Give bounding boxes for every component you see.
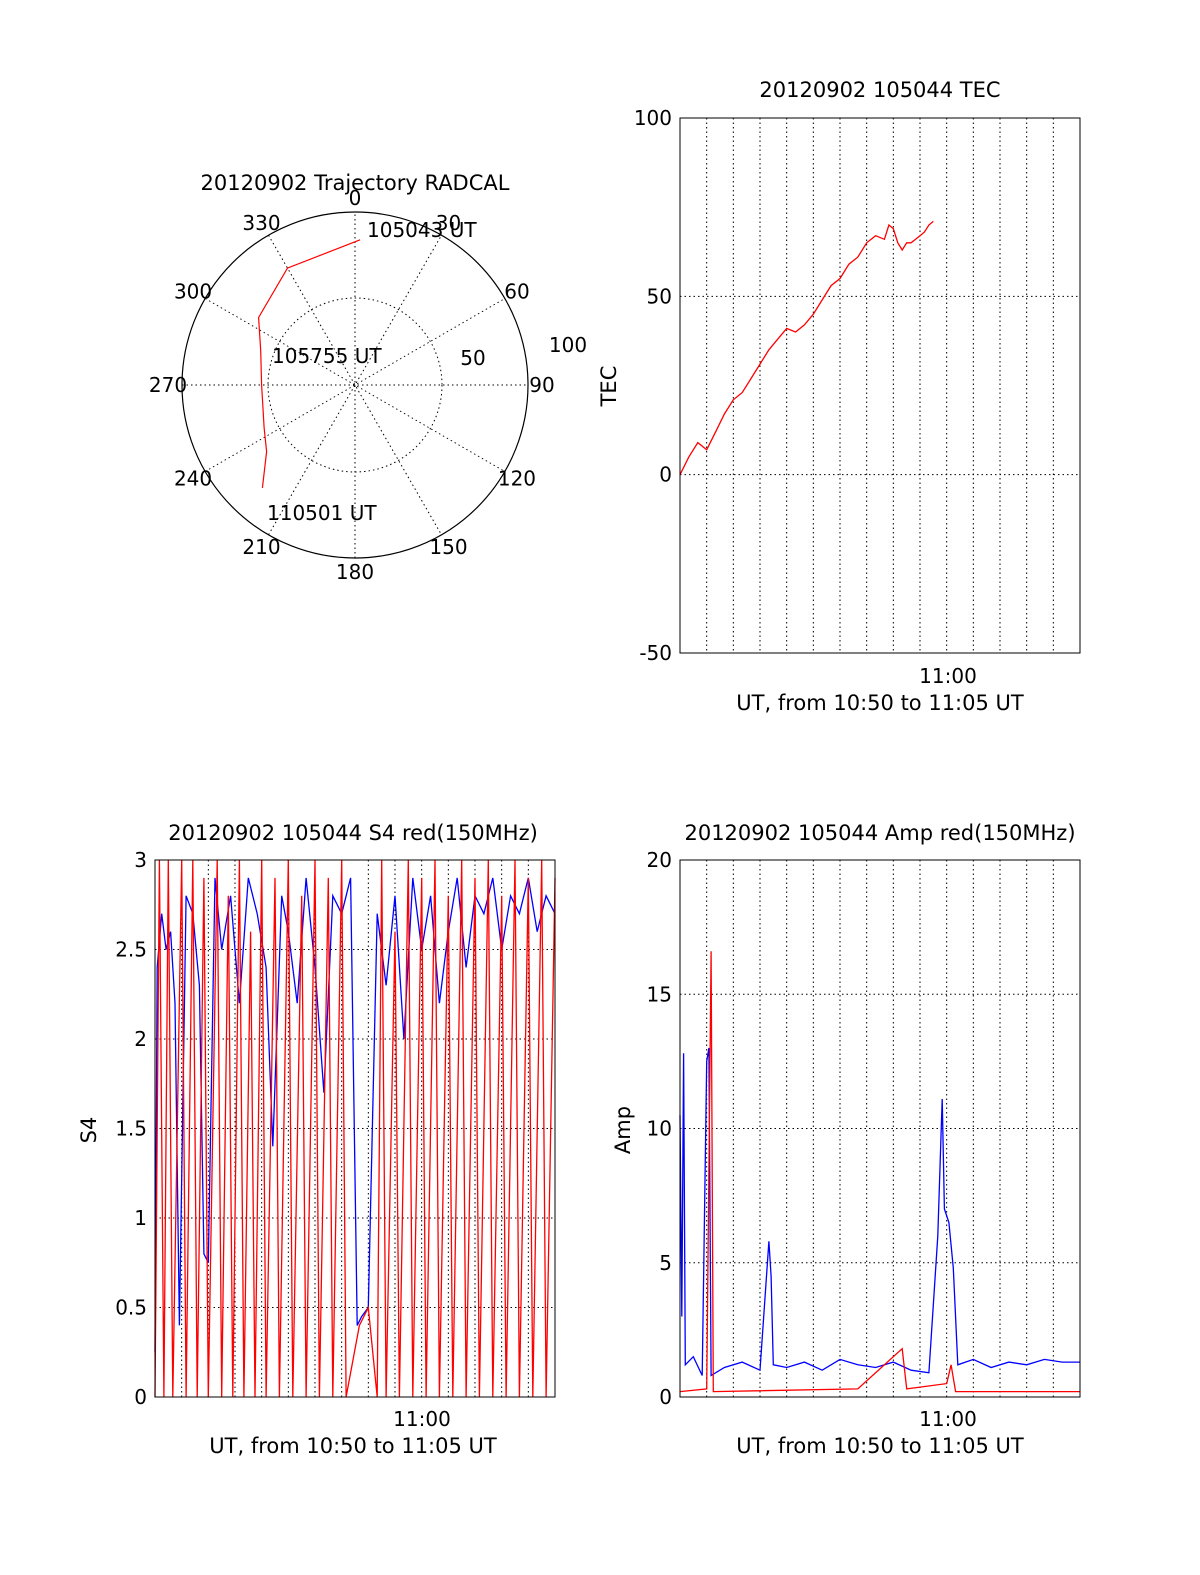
polar-azimuth-label: 210 — [242, 535, 280, 559]
polar-spoke — [268, 234, 442, 536]
polar-azimuth-label: 150 — [429, 535, 467, 559]
amp-plot-frame — [679, 859, 1081, 1398]
y-tick-label: 100 — [634, 106, 672, 130]
polar-azimuth-label: 240 — [174, 467, 212, 491]
tec-grid — [680, 118, 1080, 653]
tec-y-axis-label: TEC — [597, 366, 621, 408]
polar-spokes — [182, 212, 528, 558]
y-tick-label: 50 — [647, 284, 672, 308]
amp-series — [679, 951, 1080, 1393]
amp-chart: 20120902 105044 Amp red(150MHz) 0 5 10 15 20… — [611, 821, 1081, 1458]
series-line-0 — [679, 220, 934, 475]
y-tick-label: 15 — [647, 982, 672, 1006]
polar-azimuth-label: 0 — [349, 186, 362, 210]
polar-annotation-end: 110501 UT — [267, 501, 377, 525]
polar-azimuth-label: 120 — [498, 467, 536, 491]
polar-azimuth-label: 270 — [149, 373, 187, 397]
tec-series — [679, 220, 934, 475]
tec-plot-frame — [679, 117, 1081, 654]
polar-azimuth-label: 60 — [504, 280, 529, 304]
y-tick-label: 2.5 — [115, 938, 147, 962]
amp-x-axis-label: UT, from 10:50 to 11:05 UT — [736, 1434, 1024, 1458]
polar-title: 20120902 Trajectory RADCAL — [201, 171, 510, 195]
amp-y-axis-label: Amp — [611, 1106, 635, 1154]
tec-x-tick-label: 11:00 — [919, 664, 977, 688]
polar-spoke — [204, 298, 506, 472]
y-tick-label: 0 — [134, 1385, 147, 1409]
polar-trajectory-line — [257, 239, 361, 488]
y-tick-label: 3 — [134, 848, 147, 872]
series-line-0 — [154, 877, 556, 1353]
polar-radial-label-50: 50 — [460, 346, 485, 370]
polar-annotation-start: 105043 UT — [367, 218, 477, 242]
tec-y-tick-labels: -50 0 50 100 — [634, 106, 672, 665]
amp-x-tick-label: 11:00 — [919, 1407, 977, 1431]
tec-title: 20120902 105044 TEC — [759, 78, 1000, 102]
s4-x-tick-label: 11:00 — [393, 1407, 451, 1431]
y-tick-label: 20 — [647, 848, 672, 872]
s4-x-axis-label: UT, from 10:50 to 11:05 UT — [209, 1434, 497, 1458]
polar-azimuth-label: 180 — [336, 560, 374, 584]
s4-title: 20120902 105044 S4 red(150MHz) — [168, 821, 538, 845]
tec-chart: 20120902 105044 TEC -50 0 50 100 11:00 UT, … — [597, 78, 1081, 715]
polar-annotation-mid: 105755 UT — [272, 344, 382, 368]
y-tick-label: 0.5 — [115, 1296, 147, 1320]
s4-plot-frame — [154, 859, 556, 1398]
y-tick-label: 2 — [134, 1027, 147, 1051]
polar-trajectory-chart: 20120902 Trajectory RADCAL 0 30 60 90 120 150… — [149, 171, 587, 584]
y-tick-label: 1.5 — [115, 1117, 147, 1141]
y-tick-label: 1 — [134, 1206, 147, 1230]
polar-azimuth-label: 330 — [242, 211, 280, 235]
y-tick-label: 0 — [659, 463, 672, 487]
s4-chart: 20120902 105044 S4 red(150MHz) 0 0.5 1 1.5 2… — [77, 821, 556, 1458]
amp-y-tick-labels: 0 5 10 15 20 — [647, 848, 672, 1409]
polar-radial-label-100: 100 — [549, 333, 587, 357]
polar-azimuth-label: 300 — [174, 280, 212, 304]
amp-title: 20120902 105044 Amp red(150MHz) — [684, 821, 1075, 845]
polar-azimuth-label: 30 — [436, 211, 461, 235]
polar-inner-ring — [267, 297, 443, 473]
series-line-1 — [679, 951, 1080, 1393]
series-line-0 — [679, 1047, 1080, 1377]
polar-azimuth-labels: 0 30 60 90 120 150 180 210 240 270 300 330 — [149, 186, 555, 584]
y-tick-label: 0 — [659, 1385, 672, 1409]
polar-azimuth-label: 90 — [529, 373, 554, 397]
y-tick-label: 5 — [659, 1251, 672, 1275]
s4-y-tick-labels: 0 0.5 1 1.5 2 2.5 3 — [115, 848, 147, 1409]
polar-spoke — [204, 298, 506, 472]
amp-grid — [680, 860, 1080, 1397]
y-tick-label: -50 — [639, 641, 672, 665]
s4-grid — [155, 860, 555, 1397]
y-tick-label: 10 — [647, 1117, 672, 1141]
s4-y-axis-label: S4 — [77, 1117, 101, 1144]
tec-x-axis-label: UT, from 10:50 to 11:05 UT — [736, 691, 1024, 715]
polar-spoke — [268, 234, 442, 536]
